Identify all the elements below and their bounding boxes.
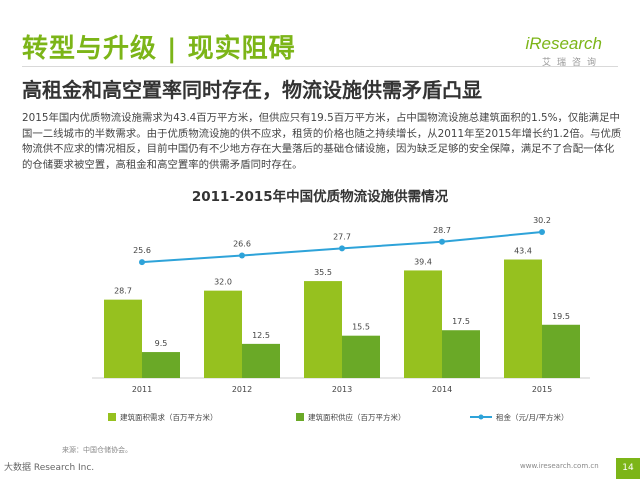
bar-demand-2014 — [404, 270, 442, 378]
bar-supply-label-2012: 12.5 — [252, 331, 270, 340]
bar-supply-2015 — [542, 324, 580, 378]
bar-demand-label-2013: 35.5 — [314, 268, 332, 277]
slide-subtitle: 高租金和高空置率同时存在，物流设施供需矛盾凸显 — [22, 78, 482, 102]
bar-supply-2012 — [242, 343, 280, 378]
x-tick-label-2012: 2012 — [232, 385, 252, 394]
bar-demand-label-2015: 43.4 — [514, 247, 532, 256]
bar-demand-2012 — [204, 290, 242, 378]
x-tick-label-2011: 2011 — [132, 385, 152, 394]
rent-point-2013 — [339, 245, 345, 252]
rent-label-2013: 27.7 — [333, 232, 351, 241]
logo-main-text: iResearch — [525, 34, 602, 53]
rent-point-2011 — [139, 259, 145, 266]
rent-point-2014 — [439, 238, 445, 245]
rent-label-2015: 30.2 — [533, 216, 551, 225]
legend-label-supply: 建筑面积供应（百万平方米） — [308, 412, 406, 422]
bar-demand-label-2012: 32.0 — [214, 278, 232, 287]
rent-label-2014: 28.7 — [433, 226, 451, 235]
body-paragraph: 2015年国内优质物流设施需求为43.4百万平方米，但供应只有19.5百万平方米… — [22, 112, 622, 171]
bar-supply-2011 — [142, 352, 180, 378]
bar-demand-2013 — [304, 281, 342, 378]
legend-label-demand: 建筑面积需求（百万平方米） — [120, 412, 218, 422]
bar-supply-label-2013: 15.5 — [352, 323, 370, 332]
chart-title: 2011-2015年中国优质物流设施供需情况 — [191, 189, 449, 205]
iresearch-logo: iResearch 艾瑞咨询 — [525, 34, 602, 68]
x-tick-label-2014: 2014 — [432, 385, 452, 394]
legend-marker-rent — [478, 414, 484, 420]
bar-supply-label-2015: 19.5 — [552, 312, 570, 321]
page-number: 14 — [616, 458, 640, 479]
logo-sub-text: 艾瑞咨询 — [541, 58, 602, 68]
bar-supply-2013 — [342, 335, 380, 378]
rent-label-2011: 25.6 — [133, 246, 151, 255]
bar-demand-label-2011: 28.7 — [114, 287, 132, 296]
x-tick-label-2013: 2013 — [332, 385, 352, 394]
footer-source: 来源：中国仓储协会。 — [62, 446, 132, 454]
bar-demand-2011 — [104, 299, 142, 378]
bar-supply-2014 — [442, 330, 480, 378]
rent-point-2012 — [239, 252, 245, 259]
slide-title: 转型与升级 | 现实阻碍 — [22, 34, 296, 64]
rent-point-2015 — [539, 228, 545, 235]
legend-swatch-demand — [108, 413, 116, 421]
x-tick-label-2015: 2015 — [532, 385, 552, 394]
bar-demand-2015 — [504, 259, 542, 378]
legend-swatch-supply — [296, 413, 304, 421]
rent-label-2012: 26.6 — [233, 240, 251, 249]
bar-demand-label-2014: 39.4 — [414, 257, 432, 266]
footer-watermark: 大数据 Research Inc. — [4, 463, 95, 473]
bar-supply-label-2011: 9.5 — [155, 339, 168, 348]
footer-url: www.iresearch.com.cn — [520, 462, 599, 470]
bar-supply-label-2014: 17.5 — [452, 317, 470, 326]
legend-label-rent: 租金（元/月/平方米） — [496, 412, 569, 422]
title-divider — [22, 66, 618, 67]
